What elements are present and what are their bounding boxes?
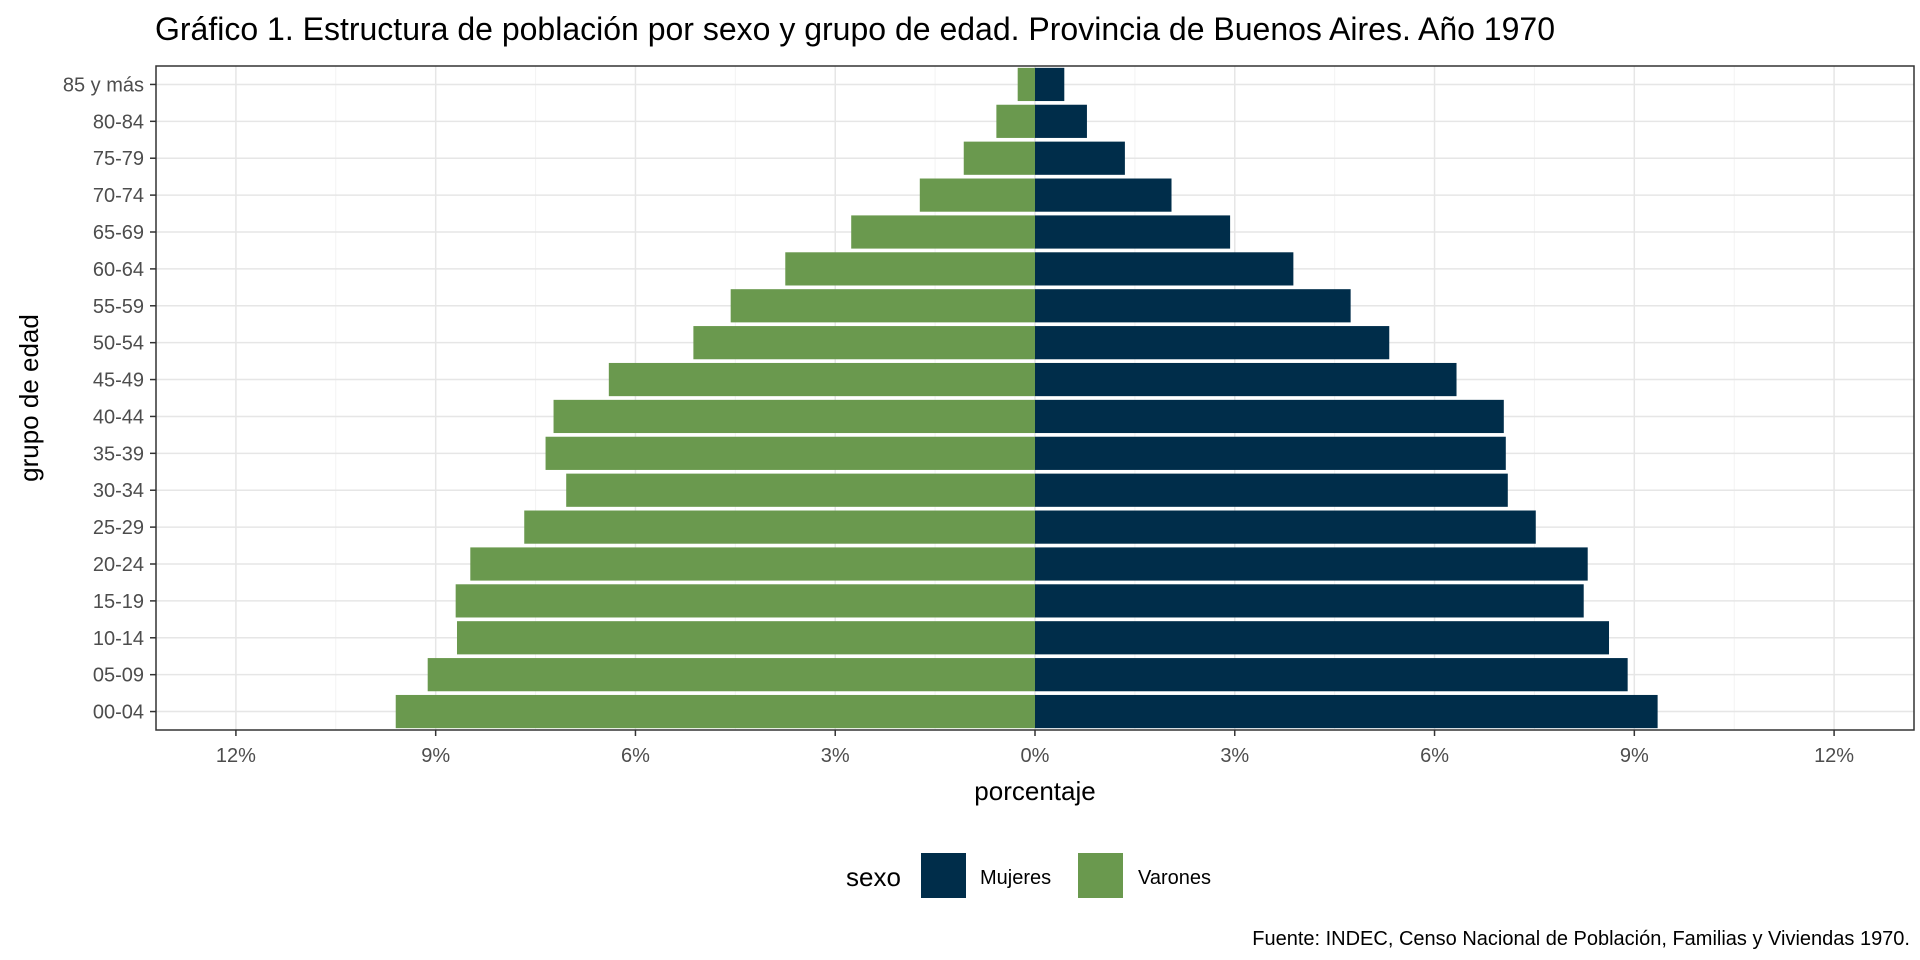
x-tick-labels: 12% 9% 6% 3% 0% 3% 6% 9% 12% bbox=[216, 730, 1854, 767]
bar-mujeres bbox=[1035, 178, 1172, 212]
bar-varones bbox=[566, 473, 1035, 507]
bar-varones bbox=[851, 215, 1035, 249]
y-tick-label: 70-74 bbox=[93, 185, 144, 207]
bar-varones bbox=[785, 252, 1035, 286]
y-tick-label: 45-49 bbox=[93, 370, 144, 392]
x-tick-label: 0% bbox=[1021, 745, 1050, 767]
y-tick-label: 00-04 bbox=[93, 702, 144, 724]
x-tick-label: 6% bbox=[1420, 745, 1449, 767]
y-tick-label: 10-14 bbox=[93, 628, 144, 650]
bar-varones bbox=[470, 547, 1035, 581]
bar-mujeres bbox=[1035, 215, 1231, 249]
legend-label-varones: Varones bbox=[1138, 867, 1211, 889]
bar-mujeres bbox=[1035, 436, 1506, 470]
bar-mujeres bbox=[1035, 621, 1610, 655]
y-axis-title: grupo de edad bbox=[14, 314, 44, 482]
bar-mujeres bbox=[1035, 694, 1658, 729]
bar-varones bbox=[427, 658, 1035, 692]
bar-varones bbox=[608, 362, 1035, 397]
bar-varones bbox=[455, 584, 1036, 618]
y-tick-label: 05-09 bbox=[93, 665, 144, 687]
y-tick-label: 40-44 bbox=[93, 406, 144, 428]
bar-varones bbox=[996, 104, 1035, 138]
bar-mujeres bbox=[1035, 252, 1294, 286]
bar-mujeres bbox=[1035, 399, 1504, 434]
bar-varones bbox=[545, 436, 1035, 470]
legend-key-varones bbox=[1078, 853, 1123, 898]
x-axis-title: porcentaje bbox=[974, 776, 1095, 806]
y-tick-label: 35-39 bbox=[93, 443, 144, 465]
y-tick-label: 25-29 bbox=[93, 517, 144, 539]
y-tick-label: 80-84 bbox=[93, 111, 144, 133]
chart-caption: Fuente: INDEC, Censo Nacional de Poblaci… bbox=[1252, 928, 1910, 950]
bar-varones bbox=[1017, 67, 1035, 102]
x-tick-label: 9% bbox=[421, 745, 450, 767]
bar-mujeres bbox=[1035, 510, 1536, 544]
y-tick-label: 75-79 bbox=[93, 148, 144, 170]
x-tick-label: 3% bbox=[821, 745, 850, 767]
y-tick-label: 30-34 bbox=[93, 480, 144, 502]
y-tick-label: 55-59 bbox=[93, 296, 144, 318]
legend-key-mujeres bbox=[921, 853, 966, 898]
x-tick-label: 12% bbox=[1814, 745, 1854, 767]
y-tick-label: 65-69 bbox=[93, 222, 144, 244]
bar-mujeres bbox=[1035, 104, 1087, 138]
y-tick-label: 20-24 bbox=[93, 554, 144, 576]
legend-title: sexo bbox=[846, 862, 901, 892]
bar-mujeres bbox=[1035, 326, 1390, 360]
bar-varones bbox=[919, 178, 1035, 212]
bar-mujeres bbox=[1035, 362, 1457, 397]
bar-mujeres bbox=[1035, 67, 1065, 102]
bar-mujeres bbox=[1035, 473, 1508, 507]
bar-varones bbox=[730, 289, 1035, 323]
x-tick-label: 9% bbox=[1620, 745, 1649, 767]
bar-varones bbox=[456, 621, 1035, 655]
bar-mujeres bbox=[1035, 658, 1628, 692]
y-tick-label: 15-19 bbox=[93, 591, 144, 613]
bar-mujeres bbox=[1035, 289, 1351, 323]
bar-varones bbox=[395, 694, 1035, 729]
bar-varones bbox=[963, 141, 1035, 175]
x-tick-label: 3% bbox=[1220, 745, 1249, 767]
y-tick-labels: 00-04 05-09 10-14 15-19 20-24 25-29 30-34 35-39… bbox=[63, 74, 156, 724]
y-tick-label: 50-54 bbox=[93, 333, 144, 355]
bar-mujeres bbox=[1035, 584, 1584, 618]
bars bbox=[395, 67, 1658, 729]
legend: sexo Mujeres Varones bbox=[846, 853, 1211, 898]
chart-title: Gráfico 1. Estructura de población por s… bbox=[155, 11, 1555, 47]
x-tick-label: 12% bbox=[216, 745, 256, 767]
bar-varones bbox=[693, 326, 1035, 360]
bar-varones bbox=[553, 399, 1035, 434]
legend-label-mujeres: Mujeres bbox=[980, 867, 1051, 889]
y-tick-label: 60-64 bbox=[93, 259, 144, 281]
bar-mujeres bbox=[1035, 547, 1588, 581]
y-tick-label: 85 y más bbox=[63, 74, 144, 96]
bar-mujeres bbox=[1035, 141, 1125, 175]
bar-varones bbox=[524, 510, 1035, 544]
x-tick-label: 6% bbox=[621, 745, 650, 767]
